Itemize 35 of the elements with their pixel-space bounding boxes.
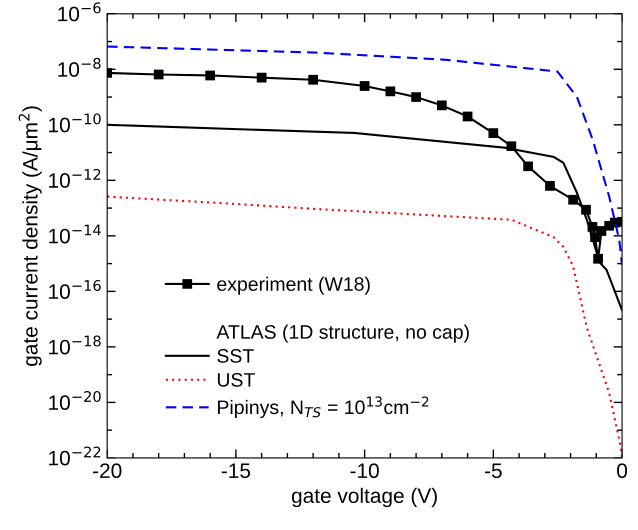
y-tick-label: 10$^{−16}$	[49, 280, 101, 299]
y-tick-label: 10$^{−8}$	[58, 58, 101, 77]
point	[256, 72, 267, 83]
point	[205, 70, 216, 80]
point	[154, 70, 164, 80]
y-tick-label: 10$^{−22}$	[49, 446, 100, 466]
point	[411, 92, 421, 102]
x-tick-label: 0	[617, 463, 628, 478]
y-tick-label: 10$^{−10}$	[49, 113, 101, 132]
point	[596, 226, 606, 236]
point	[360, 81, 370, 91]
point	[386, 86, 396, 96]
point	[462, 112, 472, 122]
y-tick-label: 10$^{−20}$	[49, 390, 101, 410]
x-tick-label: -10	[350, 463, 379, 478]
point	[488, 128, 498, 138]
legend-title: ATLAS (1D structure, no cap)	[216, 324, 469, 343]
y-axis-title: gate current density (A/μm$^{2}$)	[18, 106, 42, 366]
x-axis-title: gate voltage (V)	[292, 488, 437, 508]
y-tick-label: 10$^{−18}$	[49, 335, 101, 354]
point	[545, 181, 555, 191]
x-tick-label: -5	[484, 464, 502, 478]
x-tick-label: -20	[93, 463, 122, 478]
y-tick-label: 10$^{−12}$	[49, 168, 100, 188]
x-tick-label: -15	[222, 464, 250, 478]
legend-label: SST	[217, 349, 254, 363]
y-tick-label: 10$^{−6}$	[58, 2, 101, 22]
legend-label: Pipinys, N$_{TS}$ = 10$^{13}$cm$^{−2}$	[218, 396, 428, 418]
point	[436, 100, 447, 110]
legend-label: experiment (W18)	[217, 276, 370, 295]
point	[568, 194, 578, 205]
point	[523, 161, 533, 172]
y-tick-label: 10$^{−14}$	[49, 224, 101, 244]
point	[308, 74, 318, 85]
legend-label: UST	[218, 372, 255, 387]
